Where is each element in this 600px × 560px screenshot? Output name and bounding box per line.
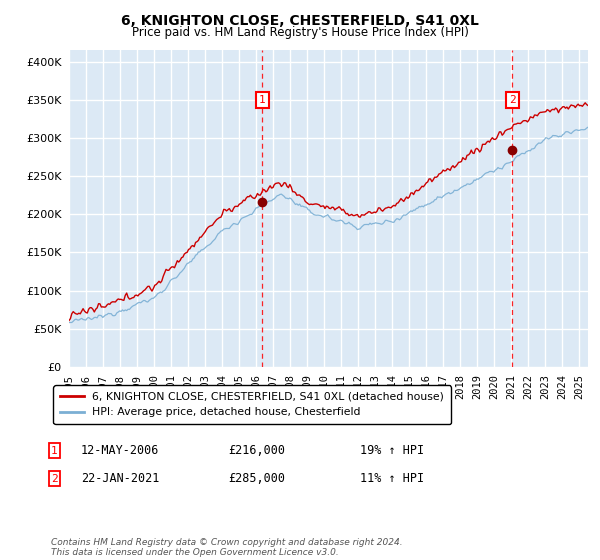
Legend: 6, KNIGHTON CLOSE, CHESTERFIELD, S41 0XL (detached house), HPI: Average price, d: 6, KNIGHTON CLOSE, CHESTERFIELD, S41 0XL… [53, 385, 451, 424]
Text: £216,000: £216,000 [228, 444, 285, 458]
Text: 22-JAN-2021: 22-JAN-2021 [81, 472, 160, 486]
Text: 1: 1 [51, 446, 58, 456]
Text: 2: 2 [509, 95, 516, 105]
Text: 6, KNIGHTON CLOSE, CHESTERFIELD, S41 0XL: 6, KNIGHTON CLOSE, CHESTERFIELD, S41 0XL [121, 14, 479, 28]
Text: Contains HM Land Registry data © Crown copyright and database right 2024.
This d: Contains HM Land Registry data © Crown c… [51, 538, 403, 557]
Text: 12-MAY-2006: 12-MAY-2006 [81, 444, 160, 458]
Text: £285,000: £285,000 [228, 472, 285, 486]
Text: 19% ↑ HPI: 19% ↑ HPI [360, 444, 424, 458]
Text: 1: 1 [259, 95, 266, 105]
Text: Price paid vs. HM Land Registry's House Price Index (HPI): Price paid vs. HM Land Registry's House … [131, 26, 469, 39]
Text: 2: 2 [51, 474, 58, 484]
Text: 11% ↑ HPI: 11% ↑ HPI [360, 472, 424, 486]
